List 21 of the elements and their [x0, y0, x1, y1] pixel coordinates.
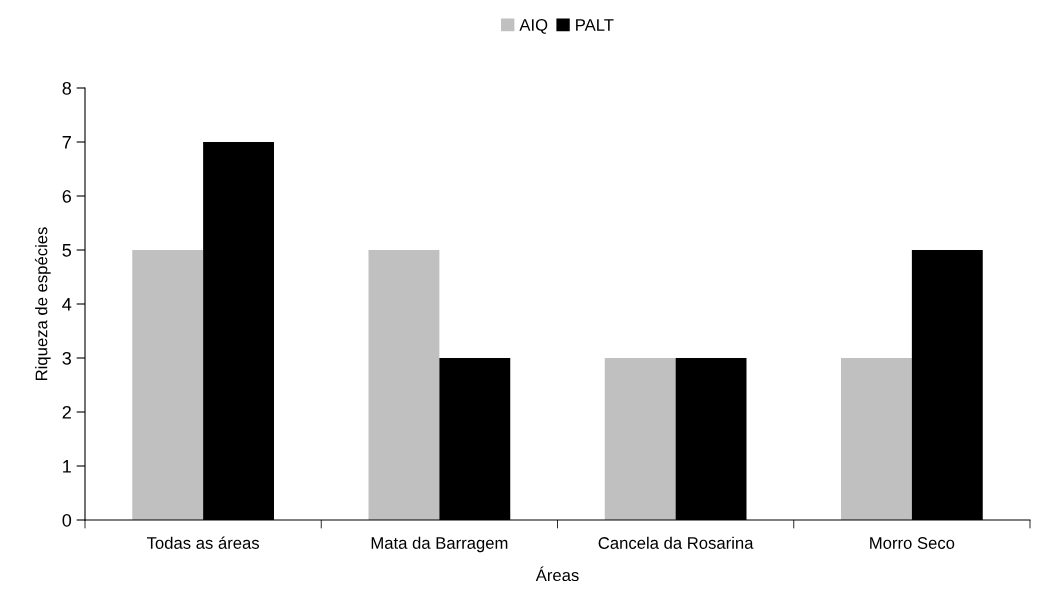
x-tick-label: Cancela da Rosarina: [598, 536, 754, 549]
y-axis-title: Riqueza de espécies: [34, 227, 51, 380]
y-tick-label: 1: [63, 460, 71, 473]
x-tick-label: Morro Seco: [870, 537, 955, 549]
x-tick-label: Todas as áreas: [146, 536, 260, 549]
x-axis-title: Áreas: [535, 566, 579, 582]
y-tick-label: 8: [62, 81, 72, 95]
y-tick-label: 6: [62, 189, 72, 203]
bar: [841, 358, 912, 520]
y-tick-label: 5: [62, 244, 72, 257]
legend-label: AIQ: [519, 19, 548, 34]
y-tick-label: 0: [62, 513, 72, 527]
bar: [368, 250, 440, 520]
legend-label: PALT: [576, 19, 614, 31]
bar: [604, 358, 676, 520]
bar: [132, 250, 204, 520]
y-tick-label: 3: [62, 351, 72, 365]
x-tick-label: Mata da Barragem: [371, 536, 508, 553]
y-tick-label: 4: [62, 298, 72, 311]
y-tick-label: 7: [62, 136, 71, 149]
y-tick-label: 2: [62, 405, 71, 419]
